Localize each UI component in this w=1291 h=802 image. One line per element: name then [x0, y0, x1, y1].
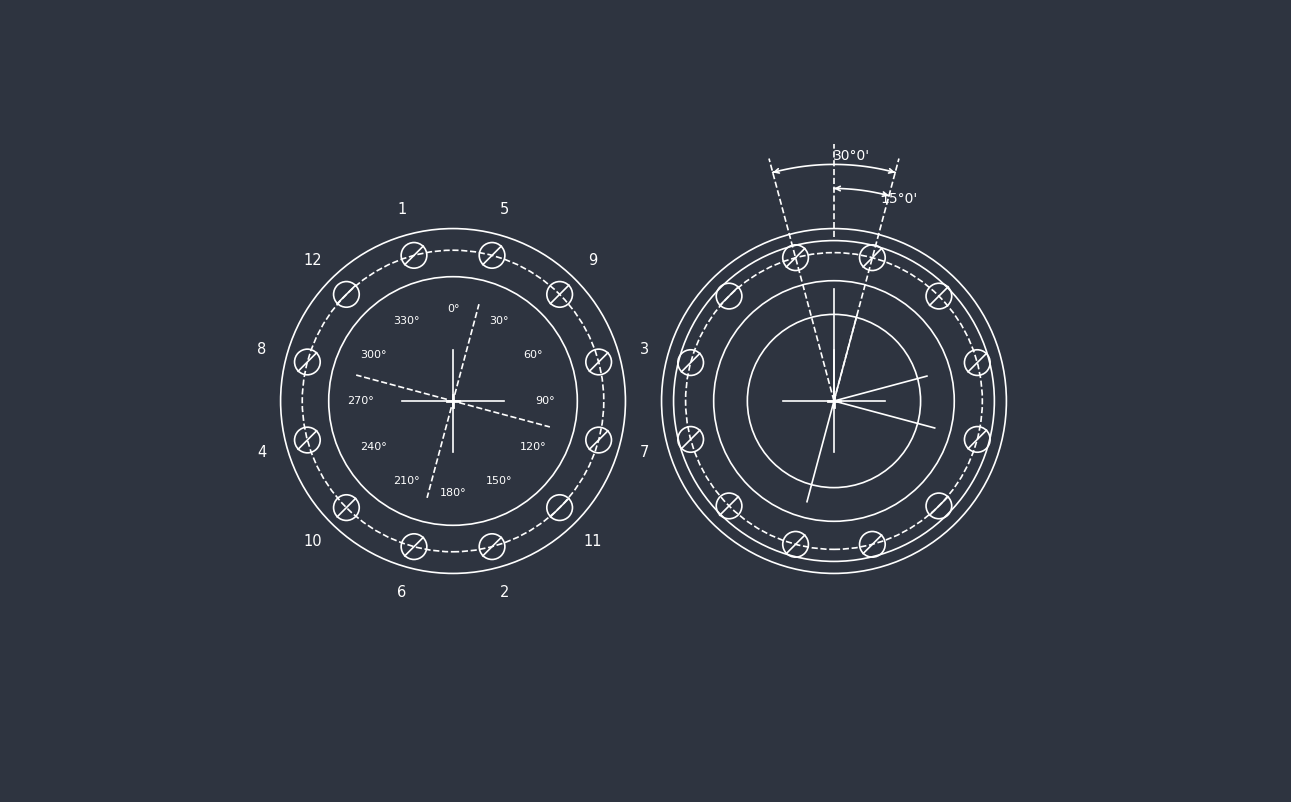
Text: 300°: 300° — [360, 350, 386, 360]
Text: 10: 10 — [303, 533, 323, 549]
Text: 9: 9 — [589, 253, 598, 269]
Text: 60°: 60° — [523, 350, 542, 360]
Text: 4: 4 — [257, 445, 266, 460]
Text: 8: 8 — [257, 342, 266, 357]
Text: 240°: 240° — [360, 442, 386, 452]
Text: 90°: 90° — [536, 396, 555, 406]
Text: 270°: 270° — [347, 396, 374, 406]
Text: 180°: 180° — [440, 488, 466, 498]
Text: 1: 1 — [398, 202, 407, 217]
Text: 150°: 150° — [485, 476, 513, 486]
Text: 30°0': 30°0' — [833, 149, 870, 164]
Text: 120°: 120° — [519, 442, 546, 452]
Text: 15°0': 15°0' — [880, 192, 918, 205]
Text: 30°: 30° — [489, 316, 509, 326]
Text: 330°: 330° — [394, 316, 420, 326]
Text: 3: 3 — [640, 342, 649, 357]
Text: 12: 12 — [303, 253, 323, 269]
Text: 0°: 0° — [447, 304, 460, 314]
Text: 5: 5 — [500, 202, 509, 217]
Text: 6: 6 — [398, 585, 407, 600]
Text: 7: 7 — [639, 445, 649, 460]
Text: 210°: 210° — [394, 476, 420, 486]
Text: 11: 11 — [584, 533, 603, 549]
Text: 2: 2 — [500, 585, 509, 600]
